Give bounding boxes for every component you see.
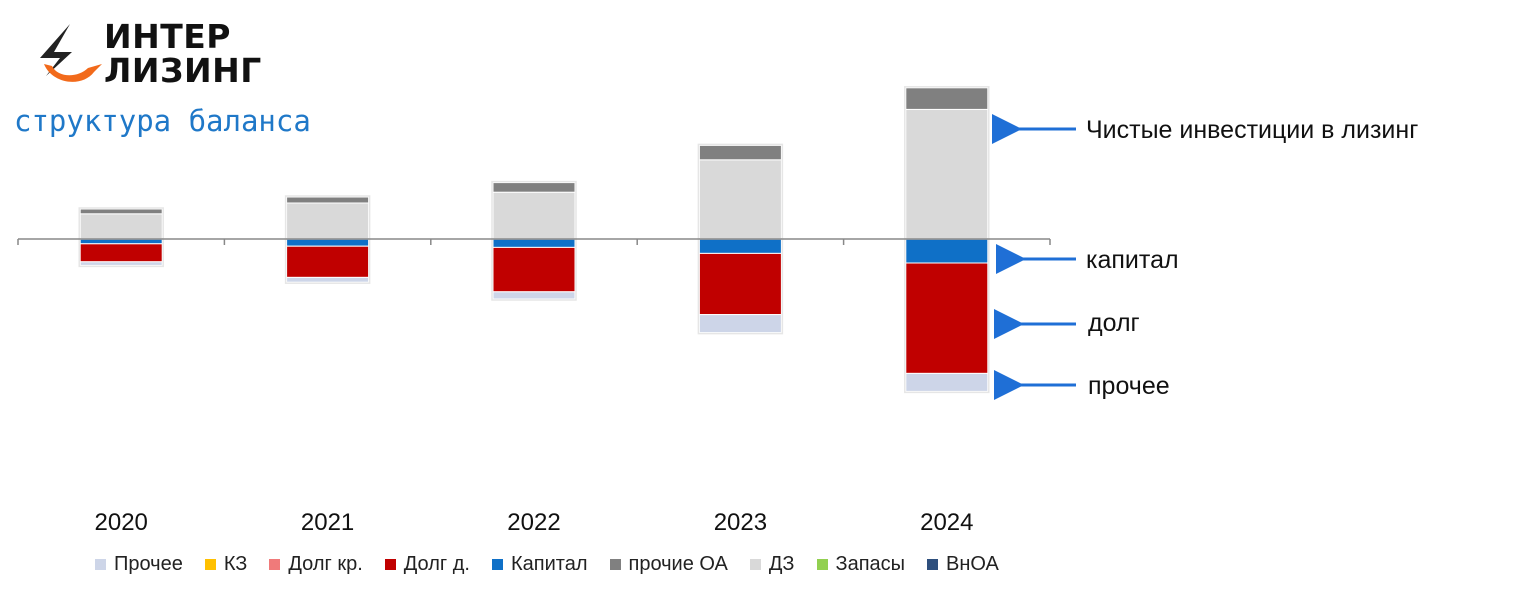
legend-item: ДЗ [749, 552, 795, 576]
chart-subtitle: структура баланса [14, 104, 311, 138]
bar-segment-Долг-д. [698, 252, 782, 316]
bar-segment-Прочее [905, 372, 989, 392]
legend-swatch [749, 558, 761, 570]
annotation-label: долг [1088, 309, 1140, 337]
bar-segment-Долг-д. [492, 246, 576, 293]
legend-swatch [816, 558, 828, 570]
logo-wordmark: ИНТЕР ЛИЗИНГ [104, 20, 262, 88]
bar-segment-ДЗ [905, 108, 989, 240]
legend-item: Прочее [95, 553, 183, 576]
legend-swatch [927, 558, 939, 570]
legend-swatch [204, 558, 216, 570]
x-tick-label: 2023 [714, 509, 767, 536]
axis-ticks [17, 239, 1051, 245]
bar-segment-Капитал [286, 238, 370, 247]
legend-label: прочие ОА [628, 552, 728, 575]
legend-label: ВнОА [946, 552, 999, 575]
bar-segment-Прочее [492, 291, 576, 300]
legend-label: Прочее [114, 552, 183, 575]
bars-layer [78, 86, 990, 394]
bar-segment-Капитал [698, 238, 782, 254]
legend-label: Долг д. [403, 552, 470, 575]
logo [32, 18, 272, 98]
annotation-label: Чистые инвестиции в лизинг [1086, 116, 1418, 144]
year-labels: 2020 2021 2022 2023 2024 [95, 509, 974, 536]
bar-segment-ДЗ [79, 213, 163, 240]
legend-item: ВнОА [927, 553, 999, 576]
legend-item: Капитал [491, 552, 588, 576]
logo-line-2: ЛИЗИНГ [104, 51, 262, 90]
bar-segment-ДЗ [492, 191, 576, 240]
x-tick-label: 2021 [301, 509, 354, 536]
logo-line-1: ИНТЕР [104, 17, 231, 56]
bar-segment-прочие-ОА [905, 87, 989, 110]
bar-segment-ДЗ [698, 159, 782, 240]
chart-legend: Прочее КЗ Долг кр. Долг д. Капитал прочие ОА Д… [95, 551, 1021, 577]
bar-segment-Капитал [492, 238, 576, 248]
legend-item: Долг кр. [269, 552, 363, 576]
annotation-capital: капитал [996, 244, 1179, 274]
x-tick-label: 2020 [95, 509, 148, 536]
legend-label: КЗ [223, 552, 248, 575]
legend-swatch [269, 558, 281, 570]
bar-segment-Долг-д. [79, 243, 163, 263]
legend-label: Капитал [510, 552, 588, 575]
x-tick-label: 2022 [507, 509, 560, 536]
x-tick-label: 2024 [920, 509, 973, 536]
legend-swatch [95, 558, 106, 570]
bar-segment-Прочее [286, 276, 370, 283]
bar-segment-прочие-ОА [79, 208, 163, 215]
annotation-label: прочее [1088, 372, 1170, 400]
legend-swatch [384, 558, 396, 570]
annotation-net-investment: Чистые инвестиции в лизинг [992, 114, 1418, 144]
legend-item: Долг д. [384, 552, 470, 576]
annotation-label: капитал [1086, 246, 1179, 274]
bar-segment-Прочее [698, 314, 782, 334]
legend-label: Долг кр. [288, 552, 363, 575]
legend-item: прочие ОА [609, 552, 728, 576]
bar-segment-прочие-ОА [286, 196, 370, 204]
bar-segment-Капитал [905, 238, 989, 264]
legend-item: Запасы [816, 552, 906, 576]
legend-label: Запасы [835, 552, 906, 575]
bar-segment-Долг-д. [905, 262, 989, 374]
annotation-debt: долг [994, 309, 1140, 339]
bar-segment-прочие-ОА [492, 182, 576, 193]
legend-label: ДЗ [768, 552, 795, 575]
annotation-other: прочее [994, 370, 1170, 400]
bar-segment-Прочее [79, 261, 163, 266]
bar-segment-Долг-д. [286, 245, 370, 278]
logo-mark-icon [40, 24, 102, 82]
legend-item: КЗ [204, 552, 248, 576]
bar-segment-ДЗ [286, 202, 370, 240]
legend-swatch [491, 558, 503, 570]
bar-segment-прочие-ОА [698, 144, 782, 161]
legend-swatch [609, 558, 621, 570]
